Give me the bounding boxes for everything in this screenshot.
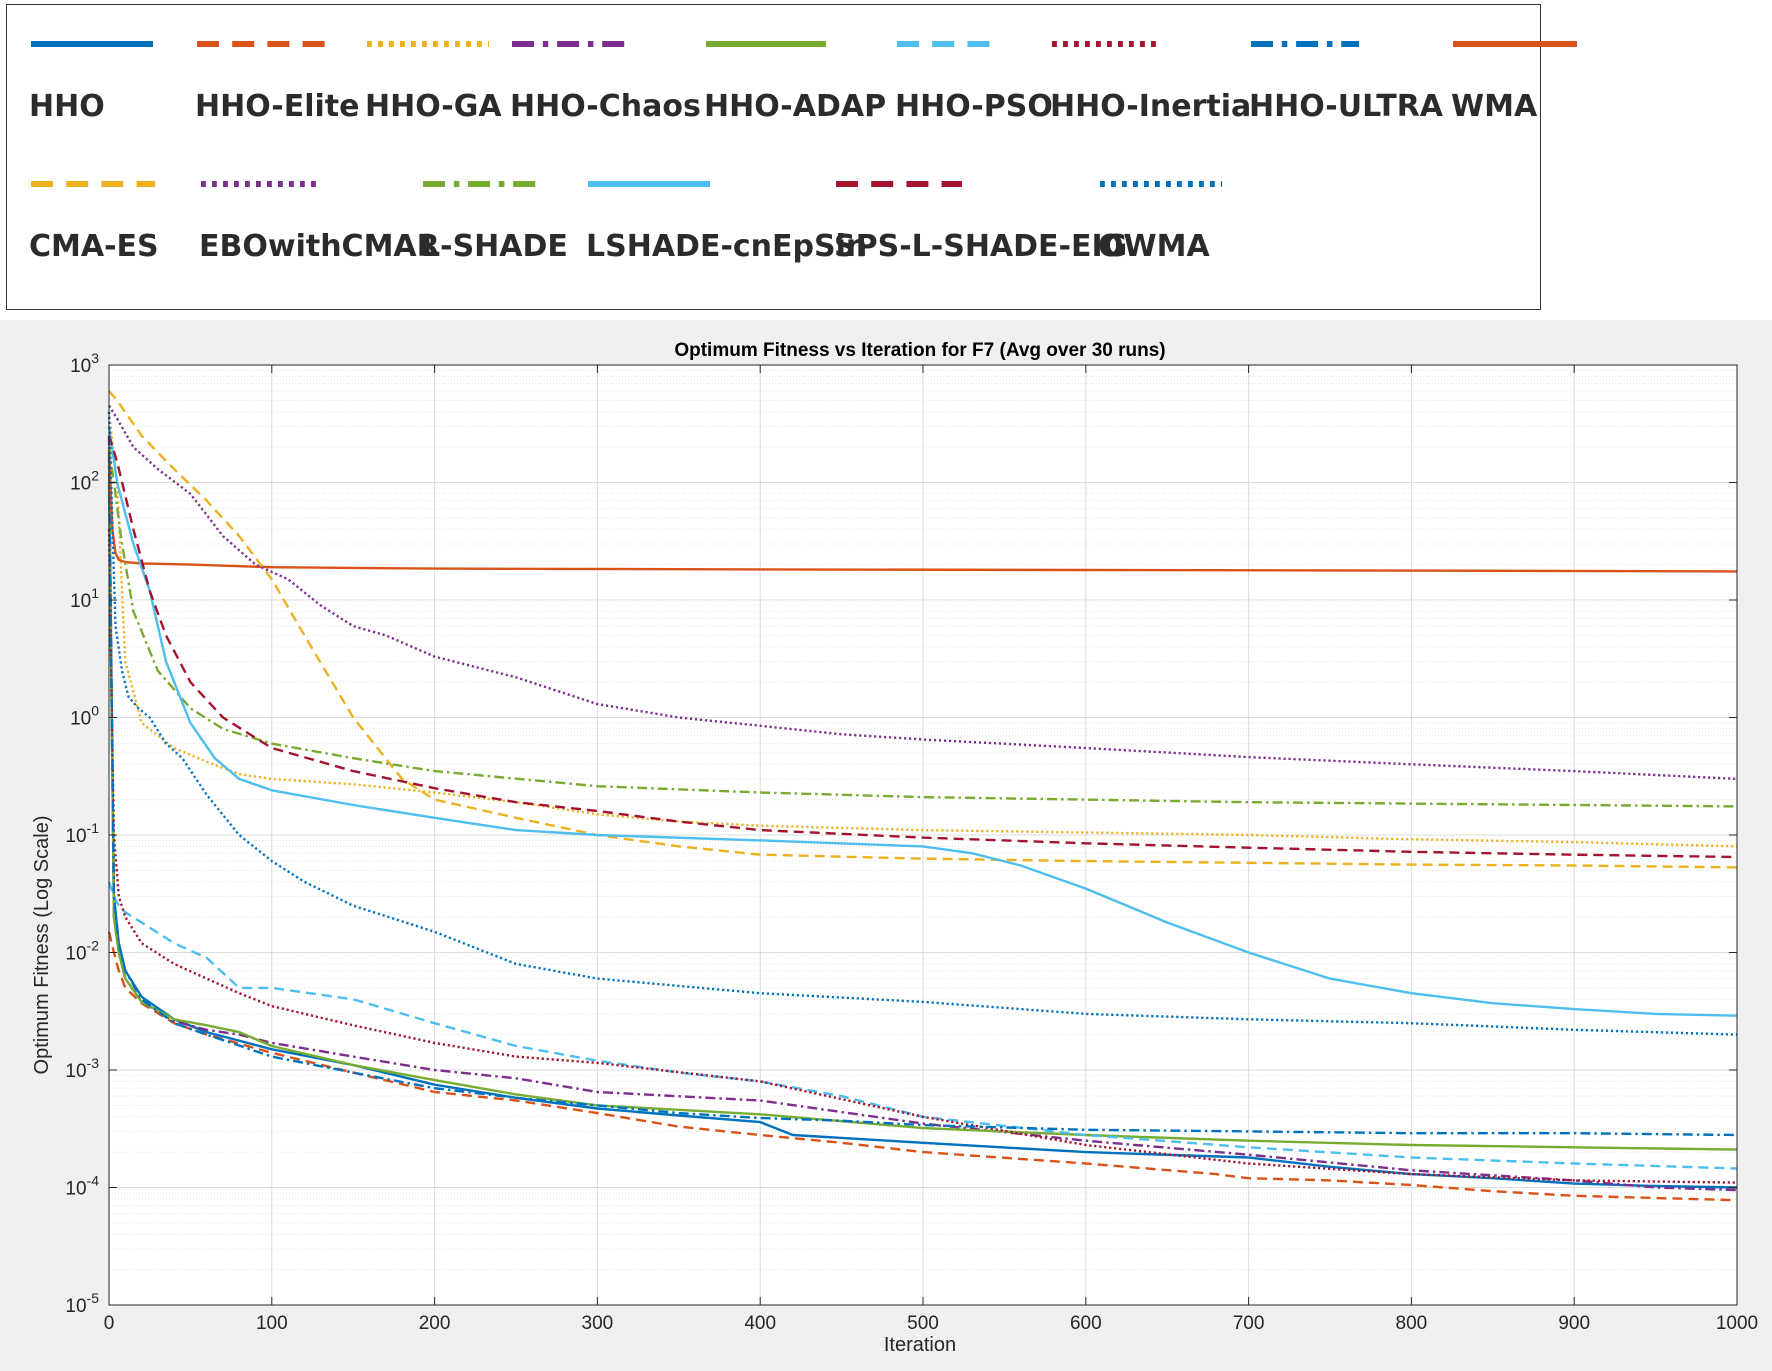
chart-title: Optimum Fitness vs Iteration for F7 (Avg…: [674, 340, 1165, 361]
series-line-hho-adap: [107, 461, 1738, 1151]
legend-swatch-hho-chaos: [512, 41, 630, 47]
legend-label-ebowithcmar: EBOwithCMAR: [199, 229, 440, 264]
y-tick-exponent: 0: [91, 703, 99, 719]
legend-swatch-hho-ultra: [1251, 41, 1359, 47]
y-tick-label: 100: [70, 703, 99, 730]
legend-label-owma: OWMA: [1098, 229, 1210, 264]
series-line-hho-ultra: [107, 452, 1738, 1137]
legend-swatch-lshade-cnepsin: [588, 181, 710, 187]
y-tick-base: 10: [65, 944, 86, 965]
y-tick-exponent: -5: [87, 1290, 100, 1306]
series-line-lshade-cnepsin: [107, 426, 1738, 1017]
legend-label-hho: HHO: [29, 89, 105, 124]
y-tick-base: 10: [70, 709, 91, 730]
y-tick-base: 10: [70, 474, 91, 495]
legend-swatch-ebowithcmar: [201, 181, 317, 187]
axes: 0 100 200 300 400 500 600 700 800 900 100010-510-4…: [65, 350, 1758, 1334]
legend-label-hho-adap: HHO-ADAP: [704, 89, 887, 124]
series-line-cma-es: [108, 390, 1738, 869]
legend-label-hho-chaos: HHO-Chaos: [510, 89, 701, 124]
y-tick-base: 10: [65, 1061, 86, 1082]
y-tick-exponent: -4: [87, 1173, 100, 1189]
legend-label-wma: WMA: [1451, 89, 1538, 124]
y-tick-base: 10: [65, 1296, 86, 1317]
legend-swatch-hho: [31, 41, 153, 47]
series-line-owma: [107, 411, 1738, 1036]
legend-swatch-owma: [1100, 181, 1222, 187]
legend-swatch-hho-elite: [197, 41, 325, 47]
y-tick-base: 10: [70, 591, 91, 612]
series-line-hho-elite: [107, 931, 1738, 1202]
legend-swatch-hho-ga: [367, 41, 489, 47]
y-tick-exponent: -3: [87, 1055, 100, 1071]
series-line-ebowithcmar: [107, 405, 1738, 781]
y-tick-label: 10-1: [65, 820, 99, 847]
y-tick-label: 103: [70, 350, 99, 377]
legend-label-hho-inertia: HHO-Inertia: [1050, 89, 1252, 124]
y-tick-label: 10-2: [65, 938, 99, 965]
y-tick-label: 101: [70, 585, 99, 612]
x-axis-label: Iteration: [884, 1334, 956, 1356]
legend-swatch-sps-l-shade-eig: [836, 181, 962, 187]
legend-swatch-wma: [1453, 41, 1577, 47]
x-tick-label: 200: [419, 1313, 451, 1334]
y-tick-exponent: 1: [91, 585, 99, 601]
x-tick-label: 300: [582, 1313, 614, 1334]
x-tick-label: 700: [1233, 1313, 1265, 1334]
legend-swatch-hho-inertia: [1052, 41, 1160, 47]
x-tick-label: 900: [1558, 1313, 1590, 1334]
legend-label-lshade-cnepsin: LSHADE-cnEpSin: [586, 229, 868, 264]
x-tick-label: 500: [907, 1313, 939, 1334]
legend-swatch-cma-es: [31, 181, 155, 187]
y-tick-exponent: -1: [87, 820, 100, 836]
y-tick-exponent: 2: [91, 468, 99, 484]
legend-swatch-hho-adap: [706, 41, 826, 47]
y-tick-base: 10: [65, 826, 86, 847]
series-line-sps-l-shade-eig: [107, 435, 1738, 859]
x-tick-label: 800: [1396, 1313, 1428, 1334]
y-tick-base: 10: [65, 1179, 86, 1200]
legend-swatch-hho-pso: [897, 41, 993, 47]
legend-label-hho-pso: HHO-PSO: [895, 89, 1053, 124]
series-line-l-shade: [107, 446, 1738, 808]
series-line-hho-ga: [107, 411, 1738, 848]
legend: HHO HHO-Elite HHO-GA HHO-Chaos HHO-ADAP HHO-P…: [6, 4, 1577, 310]
legend-swatch-l-shade: [423, 181, 539, 187]
x-tick-label: 0: [104, 1313, 115, 1334]
grid: [108, 364, 1738, 1306]
series-line-hho-inertia: [107, 529, 1738, 1184]
legend-label-cma-es: CMA-ES: [29, 229, 159, 264]
y-axis-label: Optimum Fitness (Log Scale): [31, 816, 53, 1075]
chart: 0 100 200 300 400 500 600 700 800 900 100010-510-4…: [31, 340, 1758, 1356]
series-group: [107, 390, 1738, 1202]
x-tick-label: 600: [1070, 1313, 1102, 1334]
y-tick-label: 10-4: [65, 1173, 99, 1200]
legend-label-hho-elite: HHO-Elite: [195, 89, 360, 124]
series-line-wma: [107, 447, 1738, 573]
figure-panel: 0 100 200 300 400 500 600 700 800 900 1000 10-5 10-4…: [0, 320, 1772, 1371]
x-tick-label: 100: [256, 1313, 288, 1334]
y-tick-label: 10-5: [65, 1290, 99, 1317]
legend-label-sps-l-shade-eig: SPS-L-SHADE-EIG: [834, 229, 1128, 264]
x-tick-label: 400: [744, 1313, 776, 1334]
legend-label-hho-ga: HHO-GA: [365, 89, 502, 124]
legend-label-hho-ultra: HHO-ULTRA: [1249, 89, 1444, 124]
y-tick-exponent: 3: [91, 350, 99, 366]
legend-label-l-shade: L-SHADE: [421, 229, 568, 264]
y-tick-label: 10-3: [65, 1055, 99, 1082]
y-tick-exponent: -2: [87, 938, 100, 954]
x-tick-label: 1000: [1716, 1313, 1758, 1334]
y-tick-label: 102: [70, 468, 99, 495]
y-tick-base: 10: [70, 356, 91, 377]
